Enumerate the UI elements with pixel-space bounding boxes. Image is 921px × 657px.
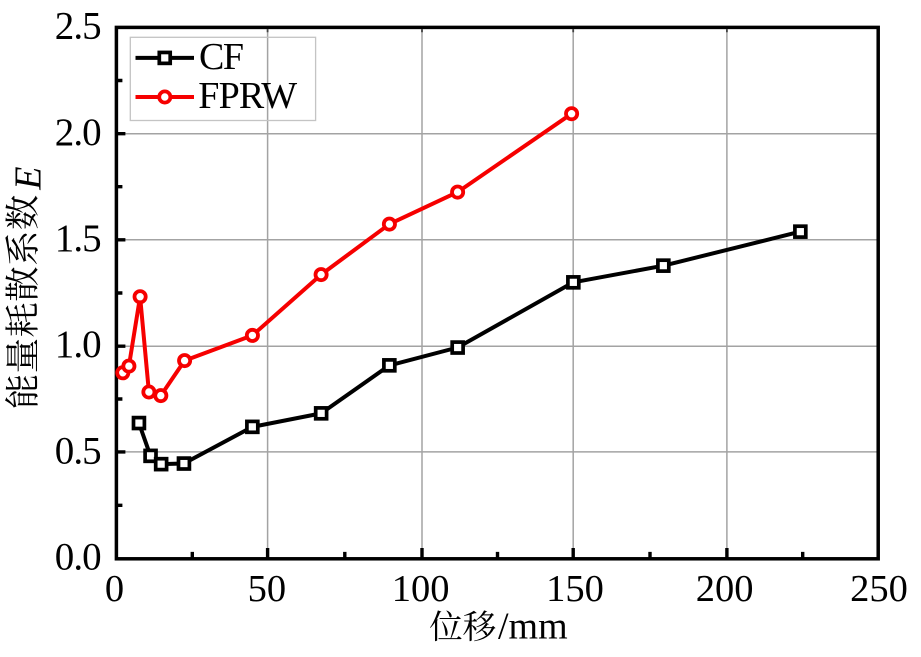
svg-text:CF: CF (199, 36, 243, 78)
svg-text:E: E (8, 167, 50, 191)
svg-text:2.5: 2.5 (55, 5, 101, 48)
svg-text:1.5: 1.5 (55, 217, 101, 260)
svg-text:/mm: /mm (498, 606, 568, 648)
svg-text:100: 100 (392, 568, 450, 610)
svg-text:1.0: 1.0 (55, 323, 101, 366)
svg-text:0.0: 0.0 (55, 536, 101, 579)
svg-text:250: 250 (850, 568, 908, 610)
svg-text:0: 0 (105, 568, 124, 610)
svg-text:FPRW: FPRW (198, 75, 297, 117)
svg-text:200: 200 (696, 568, 754, 610)
svg-text:2.0: 2.0 (55, 111, 101, 154)
svg-text:50: 50 (248, 568, 287, 610)
svg-text:150: 150 (546, 568, 604, 610)
svg-text:0.5: 0.5 (55, 429, 101, 472)
